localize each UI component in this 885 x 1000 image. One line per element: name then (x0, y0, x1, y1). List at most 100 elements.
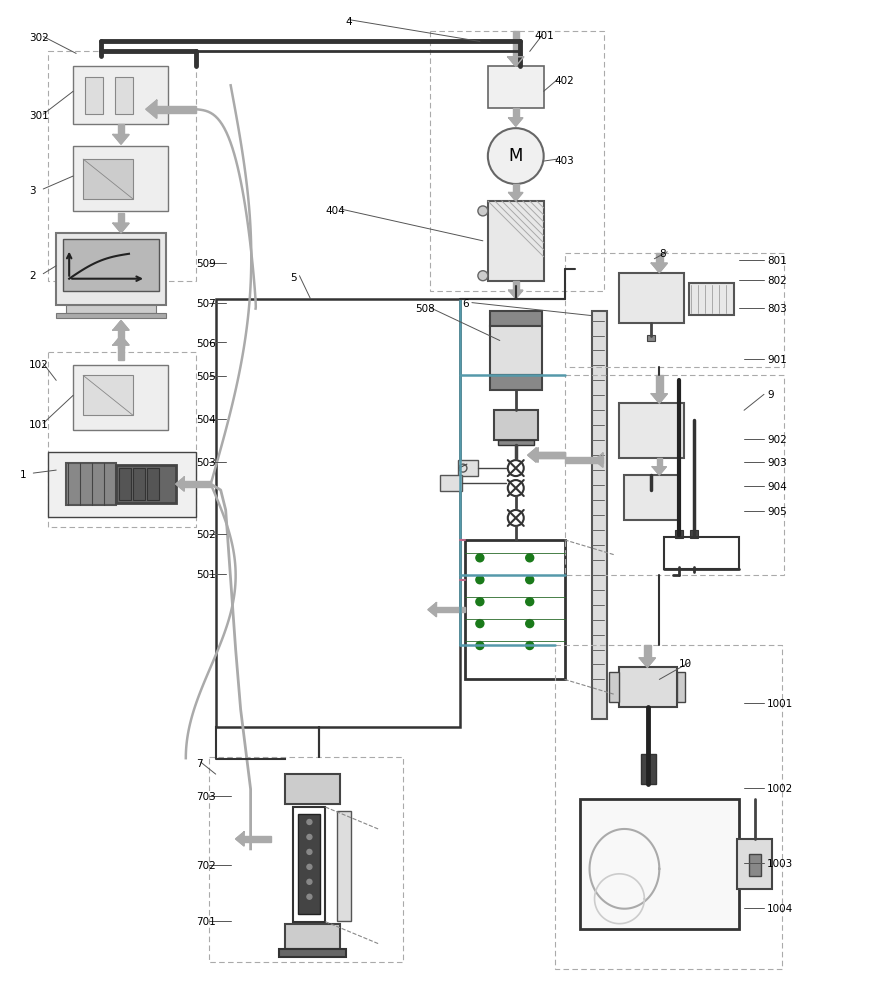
Polygon shape (113, 135, 129, 144)
Bar (298, 814, 320, 914)
Bar (610, 672, 620, 702)
Text: M: M (509, 147, 523, 165)
Polygon shape (113, 336, 129, 345)
Text: 301: 301 (29, 111, 49, 121)
Text: 508: 508 (415, 304, 435, 314)
Circle shape (476, 598, 484, 606)
Bar (565, 457, 603, 463)
Text: 7: 7 (196, 759, 203, 769)
Bar (85, 77, 103, 114)
Text: 902: 902 (767, 435, 787, 445)
Text: 402: 402 (555, 76, 574, 86)
Polygon shape (176, 477, 184, 491)
Bar (665, 537, 739, 569)
Bar (647, 335, 655, 341)
Text: 401: 401 (535, 31, 555, 41)
Text: 102: 102 (29, 360, 49, 370)
Text: 9: 9 (767, 390, 773, 400)
Bar (49, 51, 196, 281)
Circle shape (476, 642, 484, 650)
Polygon shape (146, 100, 157, 118)
Bar (737, 839, 772, 889)
Bar (63, 239, 159, 291)
Text: 901: 901 (767, 355, 787, 365)
Polygon shape (509, 193, 523, 201)
Bar (625, 475, 680, 520)
Bar (244, 836, 271, 842)
Bar (490, 375, 542, 390)
Text: 505: 505 (196, 372, 216, 382)
Circle shape (478, 271, 488, 281)
Text: 3: 3 (29, 186, 36, 196)
Text: 6: 6 (462, 299, 468, 309)
Polygon shape (527, 448, 536, 462)
Bar (440, 475, 462, 491)
Bar (209, 757, 404, 962)
Polygon shape (651, 263, 667, 273)
Bar (57, 233, 165, 305)
Circle shape (307, 894, 312, 899)
Bar (216, 299, 460, 727)
Bar (133, 468, 145, 500)
Text: 4: 4 (345, 17, 352, 27)
Text: 404: 404 (326, 206, 345, 216)
Text: 504: 504 (196, 415, 216, 425)
Text: 5: 5 (290, 273, 297, 283)
Circle shape (307, 834, 312, 839)
Text: 701: 701 (196, 917, 216, 927)
Polygon shape (509, 118, 523, 126)
Bar (512, 31, 519, 57)
Bar (490, 311, 542, 326)
Bar (116, 465, 176, 503)
Bar (49, 352, 196, 527)
Bar (538, 452, 565, 458)
Bar (488, 201, 543, 281)
Bar (436, 607, 465, 612)
Circle shape (526, 554, 534, 562)
Polygon shape (530, 448, 538, 462)
Circle shape (307, 849, 312, 854)
Circle shape (526, 598, 534, 606)
Bar (458, 460, 478, 476)
Bar (555, 645, 782, 969)
Bar (620, 403, 684, 458)
Bar (513, 108, 519, 118)
Text: 801: 801 (767, 256, 787, 266)
Bar (57, 313, 165, 318)
Circle shape (526, 642, 534, 650)
Bar (644, 645, 650, 658)
Bar (490, 326, 542, 375)
Polygon shape (235, 832, 244, 846)
Bar (657, 458, 662, 467)
Bar (620, 273, 684, 323)
Bar (656, 253, 663, 263)
Text: 1003: 1003 (767, 859, 793, 869)
Polygon shape (113, 223, 129, 233)
Bar (677, 672, 685, 702)
Bar (675, 530, 683, 538)
Circle shape (307, 879, 312, 884)
Bar (73, 66, 168, 124)
Bar (83, 159, 133, 199)
Polygon shape (595, 453, 603, 467)
Bar (498, 440, 534, 445)
Bar (690, 530, 698, 538)
Text: 802: 802 (767, 276, 787, 286)
Text: 501: 501 (196, 570, 216, 580)
Polygon shape (652, 467, 666, 475)
Text: 101: 101 (29, 420, 49, 430)
Bar (118, 345, 124, 360)
Text: 1004: 1004 (767, 904, 793, 914)
Text: 1002: 1002 (767, 784, 793, 794)
Bar (591, 311, 607, 719)
Bar (565, 253, 784, 367)
Circle shape (526, 620, 534, 628)
Text: 8: 8 (659, 249, 666, 259)
Text: 1001: 1001 (767, 699, 793, 709)
Bar (430, 31, 604, 291)
Bar (494, 410, 538, 440)
Text: 10: 10 (680, 659, 692, 669)
Polygon shape (428, 603, 436, 617)
Bar (620, 667, 677, 707)
Bar (656, 375, 663, 394)
